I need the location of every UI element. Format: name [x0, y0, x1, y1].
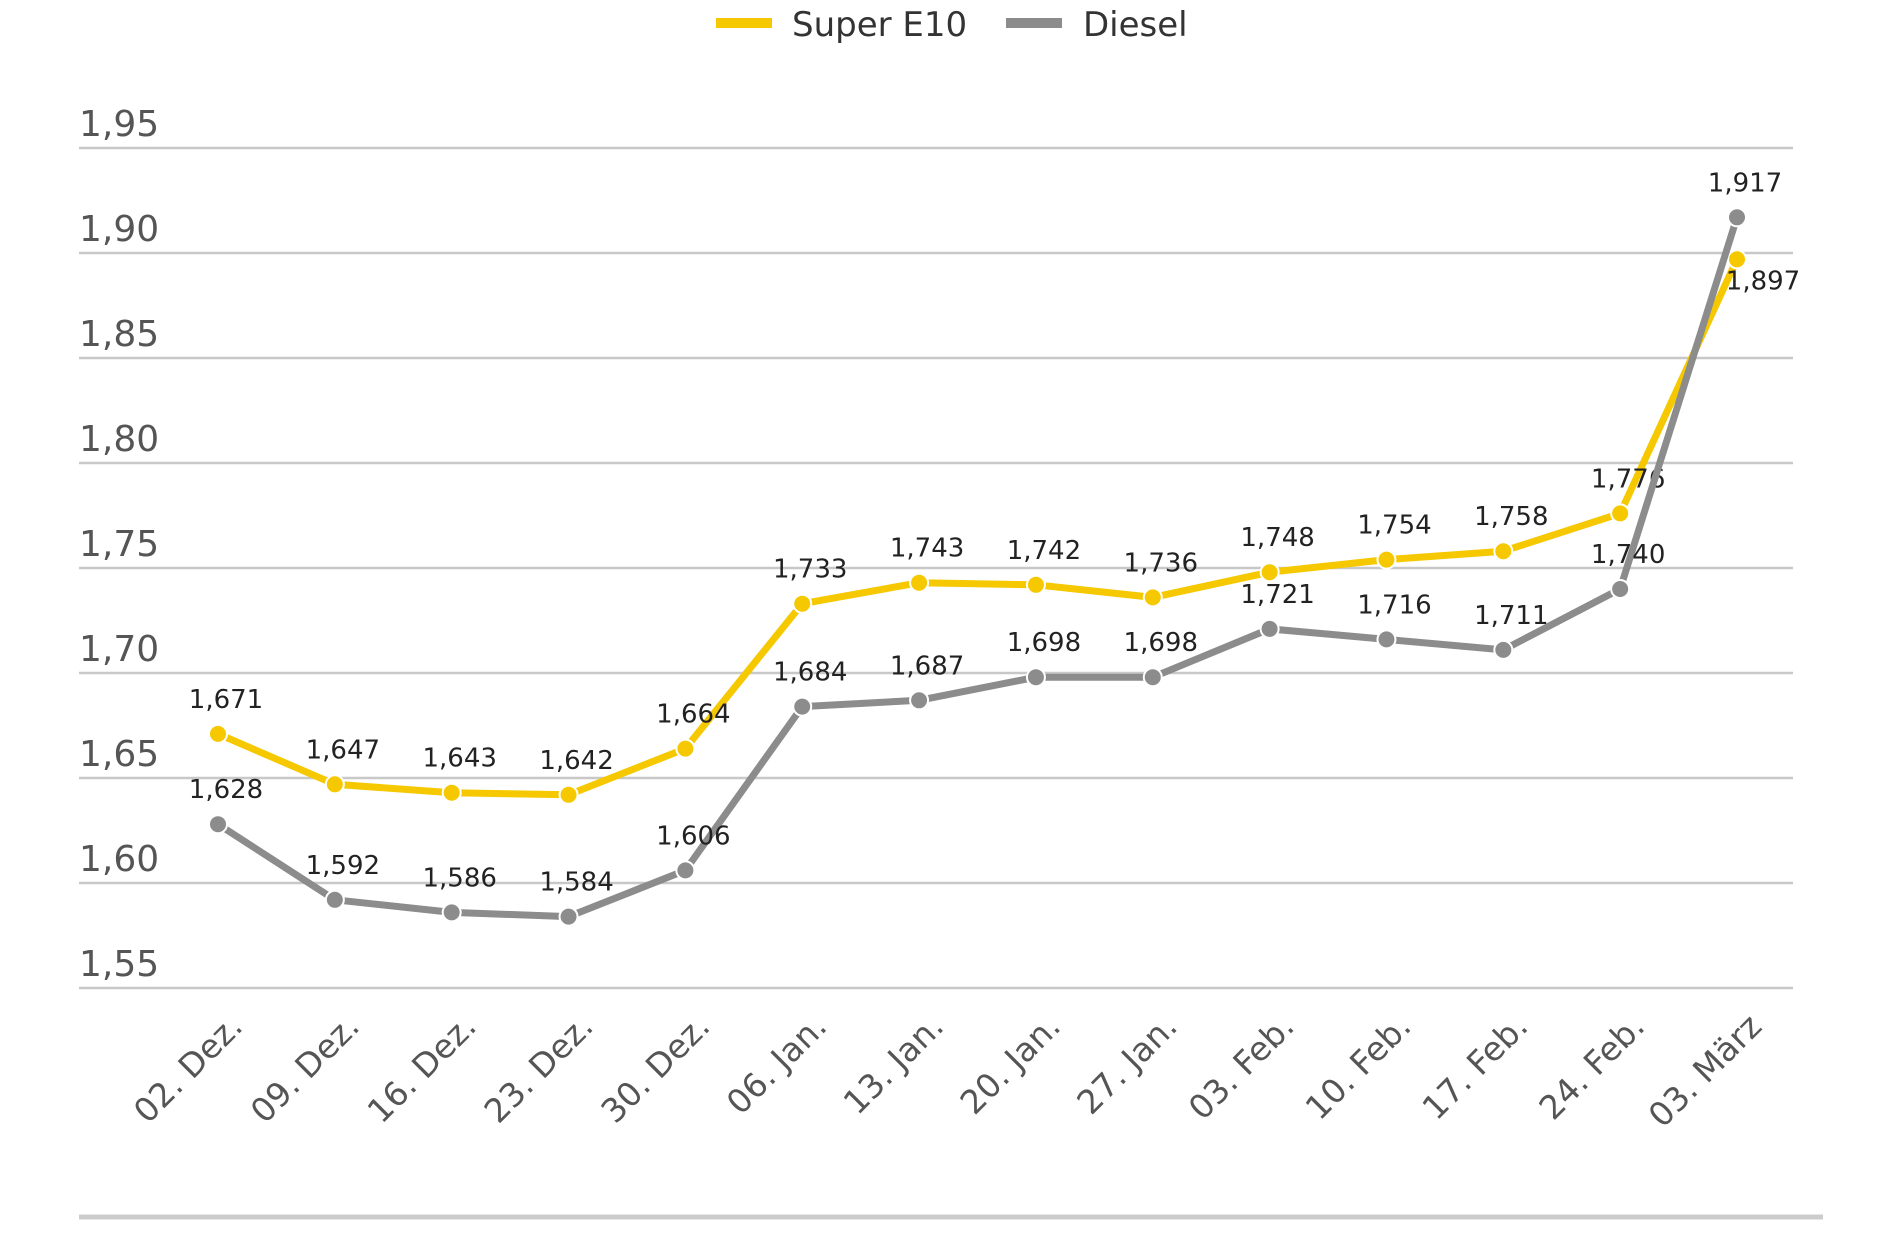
data-label: 1,671	[189, 685, 263, 715]
data-point	[208, 814, 228, 835]
series-diesel: 1,628 1,592 1,586 1,584 1,606 1,684 1,687 1,698…	[189, 168, 1782, 927]
data-point	[792, 696, 813, 717]
data-label: 1,754	[1357, 511, 1431, 541]
data-label: 1,664	[656, 700, 730, 730]
x-tick-label: 09. Dez.	[243, 1006, 367, 1130]
y-tick-label: 1,80	[79, 419, 159, 460]
data-point	[1142, 587, 1163, 608]
data-label: 1,740	[1591, 540, 1665, 570]
data-label: 1,748	[1240, 523, 1314, 553]
data-label: 1,642	[539, 746, 613, 776]
series-line	[216, 257, 1741, 799]
data-point	[1610, 503, 1631, 524]
data-label: 1,698	[1007, 628, 1081, 658]
x-tick-label: 03. März	[1641, 1006, 1769, 1134]
data-label: 1,736	[1124, 548, 1198, 578]
legend-swatch-super-e10	[716, 18, 772, 28]
x-tick-label: 23. Dez.	[476, 1006, 600, 1130]
data-point	[1727, 207, 1747, 228]
x-tick-label: 06. Jan.	[719, 1006, 835, 1122]
series-super-e10: 1,671 1,647 1,643 1,642 1,664 1,733 1,743 1,742…	[189, 249, 1800, 805]
x-tick-label: 02. Dez.	[126, 1006, 250, 1130]
data-point	[1025, 667, 1046, 688]
data-label: 1,687	[890, 651, 964, 681]
data-point	[1493, 541, 1514, 562]
data-label: 1,584	[539, 868, 613, 898]
data-point	[1727, 249, 1747, 270]
data-point	[675, 860, 696, 881]
data-label: 1,711	[1474, 601, 1548, 631]
data-point	[1259, 562, 1280, 583]
series-line	[216, 216, 1741, 921]
data-label: 1,586	[422, 863, 496, 893]
data-label: 1,684	[773, 658, 847, 688]
legend: Super E10 Diesel	[716, 5, 1188, 45]
data-point	[1259, 618, 1280, 639]
y-tick-label: 1,70	[79, 629, 159, 670]
data-label: 1,733	[773, 555, 847, 585]
data-point	[324, 774, 345, 795]
data-point	[1142, 667, 1163, 688]
data-label: 1,742	[1007, 536, 1081, 566]
data-point	[1025, 574, 1046, 595]
x-tick-label: 30. Dez.	[593, 1006, 717, 1130]
x-tick-label: 27. Jan.	[1069, 1006, 1185, 1122]
y-tick-label: 1,55	[79, 944, 159, 985]
y-tick-label: 1,60	[79, 839, 159, 880]
x-tick-label: 16. Dez.	[360, 1006, 484, 1130]
y-tick-label: 1,75	[79, 524, 159, 565]
x-tick-label: 03. Feb.	[1181, 1006, 1302, 1127]
y-tick-label: 1,85	[79, 314, 159, 355]
x-tick-label: 17. Feb.	[1414, 1006, 1535, 1127]
legend-label-super-e10: Super E10	[792, 5, 967, 45]
data-label: 1,698	[1124, 628, 1198, 658]
data-label: 1,758	[1474, 502, 1548, 532]
data-point	[558, 906, 579, 927]
x-tick-label: 24. Feb.	[1531, 1006, 1652, 1127]
x-tick-label: 13. Jan.	[836, 1006, 952, 1122]
data-label: 1,606	[656, 821, 730, 851]
data-label: 1,721	[1240, 580, 1314, 610]
data-label: 1,716	[1357, 590, 1431, 620]
x-tick-label: 20. Jan.	[952, 1006, 1068, 1122]
data-label: 1,592	[306, 851, 380, 881]
data-point	[324, 889, 345, 910]
data-label: 1,897	[1726, 266, 1800, 296]
data-point	[792, 593, 813, 614]
data-point	[909, 572, 930, 593]
data-label: 1,628	[189, 775, 263, 805]
legend-item-diesel: Diesel	[1006, 5, 1188, 45]
y-tick-label: 1,65	[79, 734, 159, 775]
data-point	[558, 784, 579, 805]
data-point	[208, 723, 228, 744]
y-tick-label: 1,95	[79, 104, 159, 145]
legend-item-super-e10: Super E10	[716, 5, 967, 45]
legend-swatch-diesel	[1006, 18, 1062, 28]
x-tick-label: 10. Feb.	[1298, 1006, 1419, 1127]
data-label: 1,647	[306, 735, 380, 765]
data-label: 1,917	[1708, 168, 1782, 198]
data-label: 1,743	[890, 534, 964, 564]
data-point	[1376, 549, 1397, 570]
data-point	[675, 738, 696, 759]
y-tick-label: 1,90	[79, 209, 159, 250]
data-label: 1,643	[422, 744, 496, 774]
data-point	[1493, 639, 1514, 660]
data-point	[441, 782, 462, 803]
data-point	[1376, 629, 1397, 650]
data-point	[441, 902, 462, 923]
legend-label-diesel: Diesel	[1083, 5, 1188, 45]
data-point	[909, 690, 930, 711]
data-point	[1610, 579, 1631, 599]
